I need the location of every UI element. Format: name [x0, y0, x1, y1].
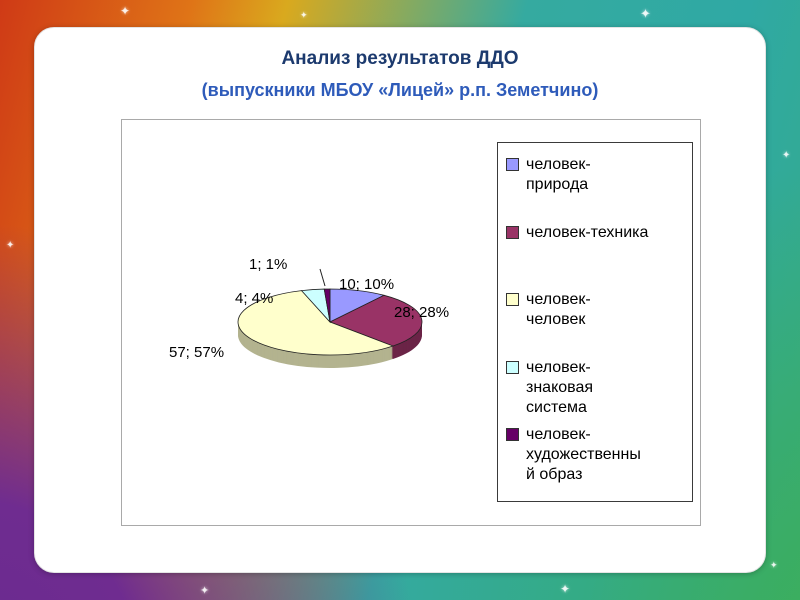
- legend-item: человек-техника: [506, 223, 684, 291]
- sparkle-icon: ✦: [300, 10, 308, 20]
- chart-area: 10; 10% 28; 28% 57; 57% 4; 4% 1; 1% чело…: [121, 119, 701, 526]
- pie-data-label: 1; 1%: [249, 256, 288, 273]
- legend-swatch: [506, 428, 519, 442]
- sparkle-icon: ✦: [560, 582, 571, 596]
- legend-label: человек-техника: [526, 223, 649, 241]
- legend-label: человек- человек: [526, 291, 591, 329]
- pie-data-label: 10; 10%: [339, 276, 395, 293]
- legend-swatch: [506, 360, 519, 374]
- pie-data-label: 4; 4%: [235, 290, 274, 307]
- legend-swatch: [506, 293, 519, 307]
- slide-subtitle: (выпускники МБОУ «Лицей» р.п. Земетчино): [201, 80, 599, 100]
- legend-swatch: [506, 225, 519, 239]
- slide: Анализ результатов ДДО (выпускники МБОУ …: [34, 27, 766, 573]
- legend-label: человек- природа: [526, 156, 591, 193]
- pie-data-label: 57; 57%: [169, 344, 225, 361]
- legend-label: человек- знаковая система: [526, 358, 594, 416]
- legend-item: человек- художественны й образ: [506, 425, 684, 493]
- pie-data-label: 28; 28%: [394, 304, 450, 321]
- sparkle-icon: ✦: [200, 585, 210, 597]
- legend-swatch: [506, 158, 519, 171]
- sparkle-icon: ✦: [770, 560, 778, 570]
- slide-title: Анализ результатов ДДО: [281, 48, 519, 69]
- legend-label: человек- художественны й образ: [526, 426, 641, 484]
- pie-svg: [237, 268, 423, 368]
- sparkle-icon: ✦: [640, 6, 651, 21]
- chart-legend: человек- природа человек-техника человек…: [497, 142, 693, 502]
- legend-item: человек- природа: [506, 155, 684, 223]
- sparkle-icon: ✦: [6, 240, 15, 251]
- legend-item: человек- знаковая система: [506, 358, 684, 426]
- sparkle-icon: ✦: [120, 4, 131, 18]
- sparkle-icon: ✦: [782, 150, 791, 161]
- legend-item: человек- человек: [506, 290, 684, 358]
